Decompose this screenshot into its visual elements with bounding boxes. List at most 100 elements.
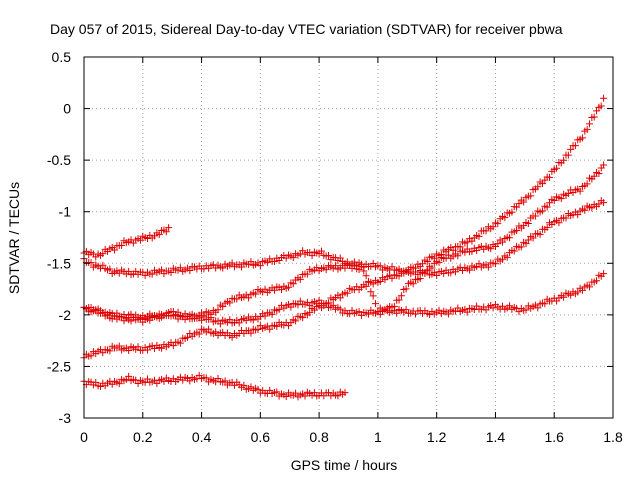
data-point [600,199,608,207]
data-point [508,208,516,216]
data-point [125,372,133,380]
data-point [517,243,525,251]
data-point [296,275,304,283]
data-point [567,145,575,153]
data-point [494,220,502,228]
data-point [513,226,521,234]
data-point [529,234,537,242]
data-point [506,234,514,242]
data-point [343,289,351,297]
data-point [275,305,283,313]
data-point [336,305,344,313]
data-point [341,389,349,397]
data-point [294,301,302,309]
data-point [369,280,377,288]
data-point [254,385,262,393]
data-point [146,310,154,318]
data-point [308,252,316,260]
data-point [336,294,344,302]
data-point [106,265,114,273]
data-point [155,314,163,322]
data-point [252,290,260,298]
data-point [550,196,558,204]
data-point [214,306,222,314]
data-point [329,301,337,309]
data-point [158,266,166,274]
data-point [292,317,300,325]
data-point [543,223,551,231]
data-point [287,303,295,311]
data-point [484,263,492,271]
data-point [463,308,471,316]
y-tick-label: 0 [63,101,71,117]
data-point [491,260,499,268]
data-point [325,299,333,307]
data-point [362,272,370,280]
data-point [226,299,234,307]
data-point [419,260,427,268]
data-point [482,227,490,235]
data-point [546,173,554,181]
data-point [273,322,281,330]
data-point [444,310,452,318]
data-point [115,342,123,350]
data-point [494,240,502,248]
data-point [562,214,570,222]
x-tick-label: 1 [374,429,382,445]
data-point [578,286,586,294]
data-point [428,264,436,272]
data-point [531,212,539,220]
data-point [176,264,184,272]
data-point [576,187,584,195]
data-point [564,190,572,198]
data-point [423,267,431,275]
data-point [245,294,253,302]
data-point [524,236,532,244]
data-point [183,333,191,341]
data-point [282,393,290,401]
data-point [238,263,246,271]
data-point [383,304,391,312]
series-F [80,371,349,401]
data-point [501,214,509,222]
data-point [355,308,363,316]
x-tick-label: 1.2 [427,429,447,445]
data-point [115,380,123,388]
data-point [423,257,431,265]
data-point [567,291,575,299]
data-point [306,309,314,317]
data-point [600,94,608,102]
axis-ticks: 0 0.2 0.4 0.6 0.8 1 1.2 1.4 1.6 1.8 0.5 0 -0.5 -1 -1.5… [47,49,623,445]
data-point [600,270,608,278]
data-point [585,120,593,128]
data-point [216,320,224,328]
plot-frame [83,56,614,419]
data-point [158,344,166,352]
data-point [395,296,403,304]
data-point [195,330,203,338]
data-point [522,306,530,314]
data-point [369,292,377,300]
data-point [162,228,170,236]
data-point [588,204,596,212]
data-point [233,295,241,303]
y-tick-label: -3 [59,410,72,426]
data-point [564,151,572,159]
data-point [503,253,511,261]
data-point [560,156,568,164]
data-point [581,206,589,214]
y-tick-label: -2.5 [47,358,71,374]
data-point [254,325,262,333]
data-point [376,277,384,285]
data-point [574,288,582,296]
data-point [268,310,276,318]
data-point [176,339,184,347]
data-point [240,381,248,389]
data-point [172,311,180,319]
x-tick-label: 0.8 [309,429,329,445]
series-B [80,94,608,279]
data-point [560,293,568,301]
x-tick-label: 1.8 [603,429,623,445]
data-point [360,267,368,275]
